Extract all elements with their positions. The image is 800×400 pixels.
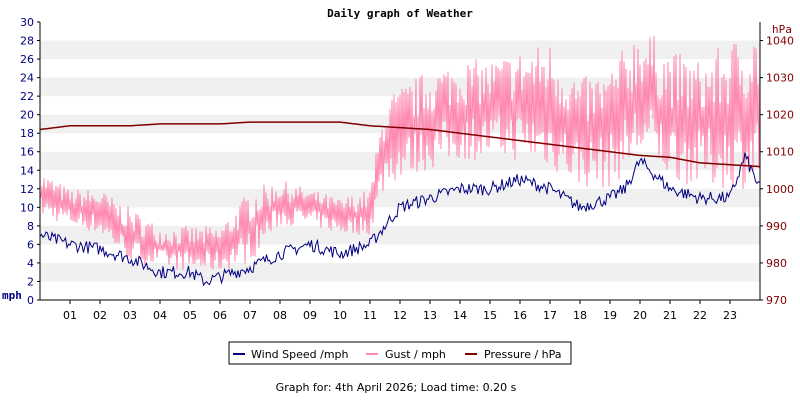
- x-axis-ticks: 01 02 03 04 05 06 07 08 09 10 11 12 13 14 15 16 17 18 19 20…: [63, 300, 737, 322]
- gust-line: [39, 36, 761, 271]
- right-tick-label: 1030: [766, 72, 794, 85]
- right-tick-label: 1000: [766, 183, 794, 196]
- x-tick-label: 12: [393, 309, 407, 322]
- x-tick-label: 09: [303, 309, 317, 322]
- x-tick-label: 20: [633, 309, 647, 322]
- left-tick-label: 12: [20, 183, 34, 196]
- x-tick-label: 06: [213, 309, 227, 322]
- x-tick-label: 04: [153, 309, 167, 322]
- wind-speed-series: [39, 152, 761, 287]
- left-tick-label: 26: [20, 53, 34, 66]
- left-tick-label: 0: [27, 294, 34, 307]
- x-tick-label: 13: [423, 309, 437, 322]
- grid-band: [40, 262, 760, 282]
- pressure-line: [39, 121, 761, 168]
- legend-pressure-label: Pressure / hPa: [484, 348, 562, 361]
- footer-text: Graph for: 4th April 2026; Load time: 0.…: [276, 381, 517, 394]
- x-tick-label: 02: [93, 309, 107, 322]
- x-tick-label: 16: [513, 309, 527, 322]
- left-unit-label: mph: [2, 289, 22, 302]
- x-tick-label: 21: [663, 309, 677, 322]
- x-tick-label: 05: [183, 309, 197, 322]
- x-tick-label: 22: [693, 309, 707, 322]
- left-tick-label: 10: [20, 201, 34, 214]
- left-tick-label: 6: [27, 238, 34, 251]
- x-tick-label: 14: [453, 309, 467, 322]
- pressure-series: [39, 121, 761, 168]
- right-tick-label: 970: [766, 294, 787, 307]
- x-tick-label: 03: [123, 309, 137, 322]
- left-tick-label: 2: [27, 275, 34, 288]
- legend: Wind Speed /mph Gust / mph Pressure / hP…: [228, 341, 572, 365]
- x-tick-label: 08: [273, 309, 287, 322]
- left-tick-label: 16: [20, 146, 34, 159]
- left-tick-label: 20: [20, 109, 34, 122]
- x-tick-label: 11: [363, 309, 377, 322]
- left-tick-label: 22: [20, 90, 34, 103]
- left-tick-label: 28: [20, 35, 34, 48]
- x-tick-label: 18: [573, 309, 587, 322]
- right-tick-label: 990: [766, 220, 787, 233]
- left-tick-label: 18: [20, 127, 34, 140]
- left-tick-label: 14: [20, 164, 34, 177]
- left-tick-label: 8: [27, 220, 34, 233]
- chart-title: Daily graph of Weather: [327, 7, 473, 20]
- x-tick-label: 07: [243, 309, 257, 322]
- x-tick-label: 19: [603, 309, 617, 322]
- grid-band: [40, 40, 760, 60]
- wind-speed-line: [39, 152, 761, 287]
- x-tick-label: 17: [543, 309, 557, 322]
- right-axis-ticks: 970 980 990 1000 1010 1020 1030 1040: [760, 35, 794, 307]
- grid-band: [40, 77, 760, 97]
- left-tick-label: 24: [20, 72, 34, 85]
- x-tick-label: 10: [333, 309, 347, 322]
- right-tick-label: 1040: [766, 35, 794, 48]
- x-tick-label: 23: [723, 309, 737, 322]
- right-unit-label: hPa: [772, 23, 792, 36]
- gust-series: [39, 36, 761, 271]
- right-tick-label: 1010: [766, 146, 794, 159]
- x-tick-label: 01: [63, 309, 77, 322]
- grid-band: [40, 151, 760, 171]
- legend-box: [228, 341, 572, 365]
- legend-wind-label: Wind Speed /mph: [251, 348, 349, 361]
- left-tick-label: 4: [27, 257, 34, 270]
- x-tick-label: 15: [483, 309, 497, 322]
- left-tick-label: 30: [20, 16, 34, 29]
- right-tick-label: 1020: [766, 109, 794, 122]
- legend-gust-label: Gust / mph: [385, 348, 446, 361]
- right-tick-label: 980: [766, 257, 787, 270]
